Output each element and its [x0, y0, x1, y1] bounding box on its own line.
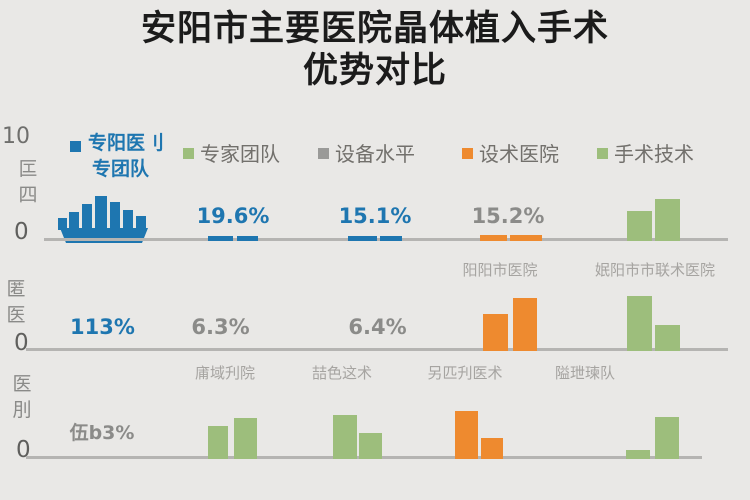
bar-green: [234, 418, 257, 459]
y-axis-tick-10: 10: [2, 124, 30, 149]
bar-blue: [237, 236, 258, 241]
legend-primary: 专阳医刂 专团队: [88, 130, 164, 182]
bar-orange: [455, 411, 478, 459]
y-axis-zero-row1: 0: [14, 219, 29, 245]
bar-green: [655, 325, 680, 351]
bar-orange: [480, 235, 507, 241]
category-label-row2-4: 隘玴瑓队: [554, 364, 615, 382]
bar-green: [333, 415, 357, 459]
legend-item-equipment-level: 设备水平: [335, 142, 415, 166]
bar-green: [359, 433, 382, 459]
y-axis-zero-row3: 0: [16, 437, 31, 463]
value-label-row3: 伍b3%: [69, 422, 135, 444]
legend-item-expert-team: 专家团队: [200, 142, 280, 166]
bar-orange: [513, 298, 537, 351]
bar-orange: [510, 235, 542, 241]
value-label-15-2: 15.2%: [471, 204, 545, 228]
y-axis-label-row3: 医 刖: [12, 373, 32, 421]
category-label-row2-2: 喆色这术: [311, 364, 372, 382]
bar-green: [627, 296, 652, 351]
value-label-113: 113%: [70, 315, 135, 339]
bar-blue: [380, 236, 402, 241]
legend-primary-line1: 专阳医刂: [88, 132, 165, 154]
bar-orange: [483, 314, 508, 351]
category-label-hospital-2: 姄阳市市联术医院: [594, 261, 715, 279]
y-axis-zero-row2: 0: [14, 330, 29, 356]
legend-swatch-surgical-skill: [597, 148, 608, 159]
legend-primary-swatch: [70, 141, 81, 152]
y-axis-label-row1: 匞 四: [18, 158, 38, 206]
legend-item-surgical-skill: 手术技术: [614, 142, 694, 166]
bar-blue: [348, 236, 377, 241]
bar-green: [627, 211, 652, 241]
legend-swatch-expert-team: [183, 148, 194, 159]
value-label-6-4: 6.4%: [348, 315, 407, 339]
bar-green: [626, 450, 650, 459]
chart-title-line1: 安阳市主要医院晶体植入手术: [140, 9, 609, 49]
bar-blue: [208, 236, 233, 241]
legend-item-surgery-hospital: 设术医院: [479, 142, 559, 166]
baseline-row2: [26, 348, 728, 351]
value-label-19-6: 19.6%: [196, 204, 270, 228]
bar-green: [655, 199, 680, 241]
legend-swatch-equipment-level: [318, 148, 329, 159]
legend-primary-line2: 专团队: [92, 158, 150, 180]
chart-title-line2: 优势对比: [302, 51, 447, 91]
bar-green: [655, 417, 679, 459]
value-label-15-1: 15.1%: [338, 204, 412, 228]
category-label-hospital-1: 阳阳市医院: [462, 261, 538, 279]
bar-green: [208, 426, 228, 459]
bar-orange: [481, 438, 503, 459]
legend-swatch-surgery-hospital: [462, 148, 473, 159]
category-label-row2-1: 庯域刋院: [194, 364, 255, 382]
category-label-row2-3: 另匹刋医术: [427, 364, 503, 382]
value-label-6-3: 6.3%: [191, 315, 250, 339]
chart-title: 安阳市主要医院晶体植入手术 优势对比: [0, 8, 750, 92]
y-axis-label-row2: 匿 医: [6, 278, 26, 326]
